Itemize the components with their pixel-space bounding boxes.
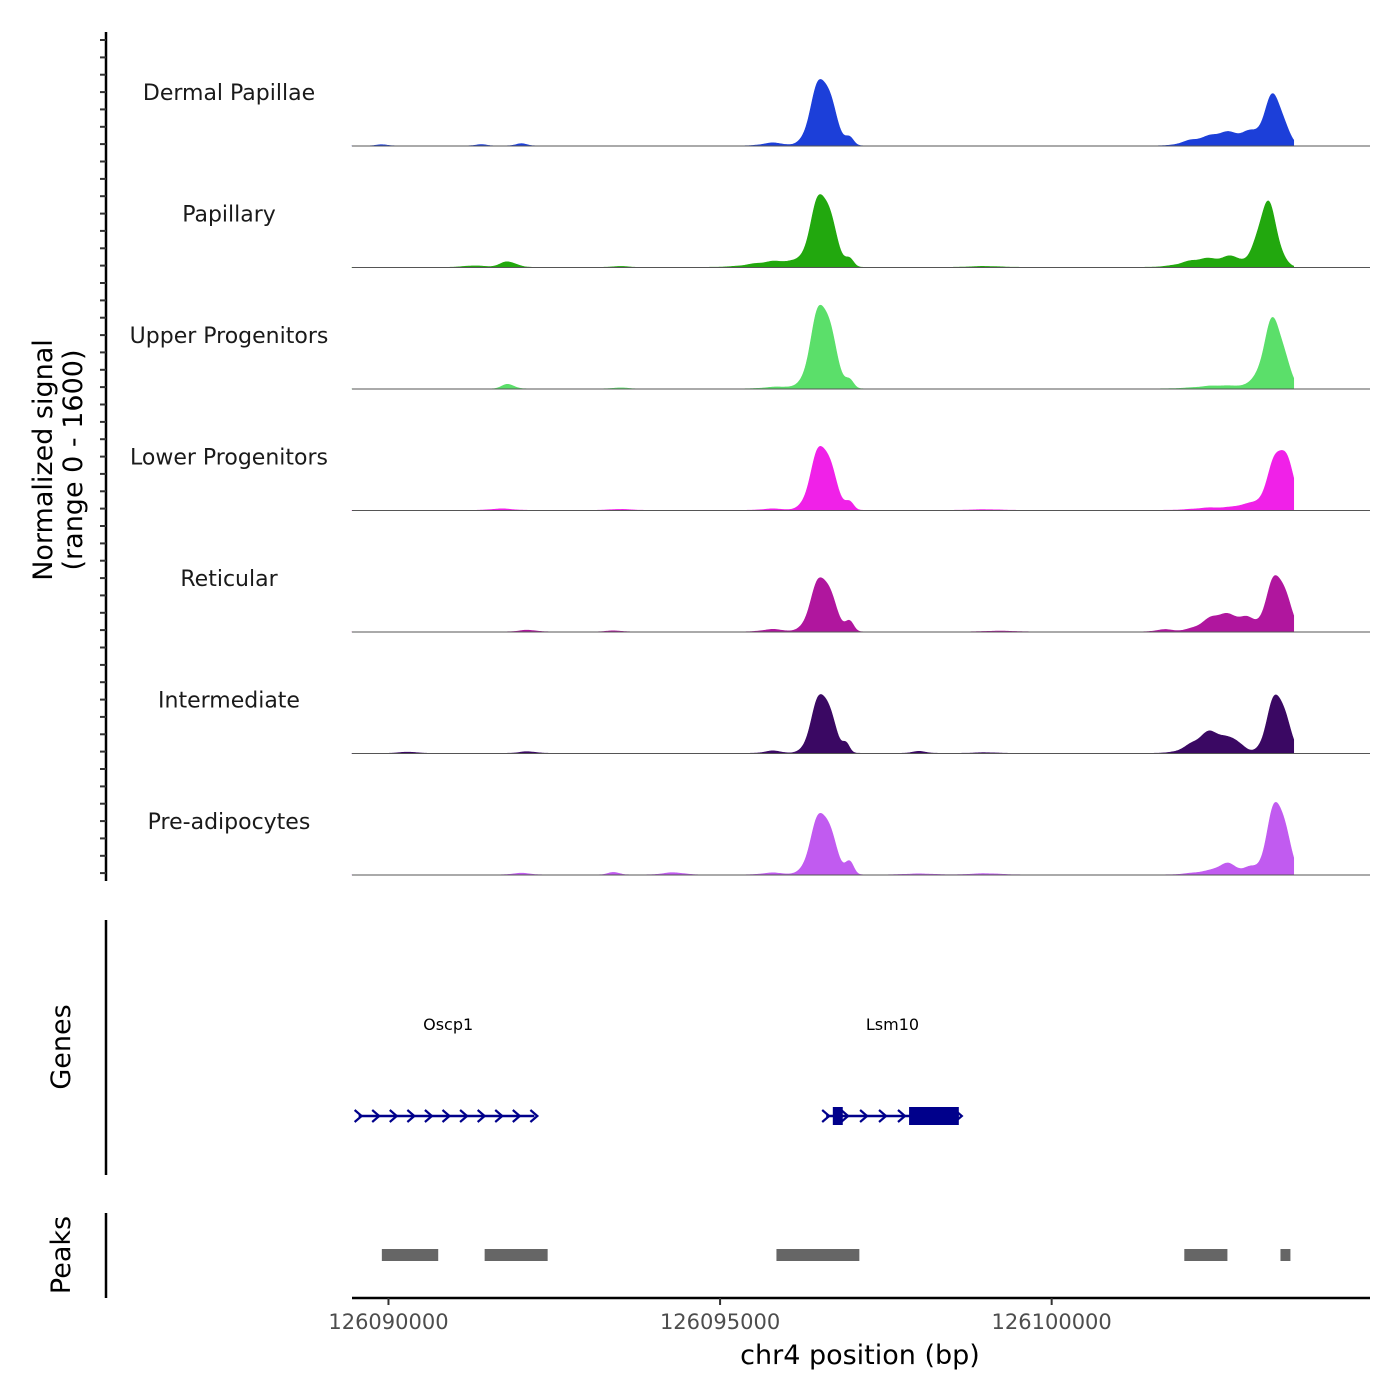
strand-arrow (441, 1109, 452, 1123)
strand-arrow (878, 1109, 888, 1123)
peaks-track-label: Peaks (46, 1216, 77, 1294)
gene-label: Oscp1 (423, 1015, 473, 1034)
track-papillary: Papillary (182, 194, 1370, 268)
coverage-signal (351, 801, 1295, 876)
strand-arrow (859, 1109, 869, 1123)
x-tick-label: 126095000 (660, 1310, 780, 1334)
strand-arrow (840, 1109, 850, 1123)
y-axis-title-line1: Normalized signal (28, 339, 59, 581)
strand-arrow (389, 1109, 399, 1123)
strand-arrow (476, 1109, 487, 1123)
strand-arrow (371, 1109, 381, 1123)
strand-arrow (353, 1109, 364, 1123)
coverage-tracks: Dermal Papillae Papillary Upper Progenitor… (130, 79, 1370, 876)
track-lower-progenitors: Lower Progenitors (130, 446, 1370, 511)
coverage-signal (351, 575, 1295, 633)
genes-track-label: Genes (46, 1004, 77, 1089)
gene-oscp1: Oscp1 (353, 1015, 540, 1123)
track-intermediate: Intermediate (158, 689, 1370, 754)
track-label: Papillary (182, 203, 276, 228)
strand-arrow (821, 1109, 831, 1123)
genes-track: Oscp1 Lsm10 (353, 1015, 964, 1125)
y-axis-title-line2: (range 0 - 1600) (58, 350, 89, 571)
peak-region (1280, 1249, 1291, 1261)
peaks-track (381, 1249, 1291, 1261)
x-axis-title: chr4 position (bp) (740, 1340, 980, 1371)
track-dermal-papillae: Dermal Papillae (143, 79, 1370, 147)
strand-arrow (529, 1109, 540, 1123)
y-axis-title: Normalized signal (range 0 - 1600) (28, 339, 89, 581)
x-tick-label: 126090000 (328, 1310, 448, 1334)
track-label: Dermal Papillae (143, 81, 315, 106)
peak-region (1184, 1249, 1228, 1261)
strand-arrow (512, 1109, 522, 1123)
peak-region (381, 1249, 439, 1261)
gene-lsm10: Lsm10 (821, 1015, 964, 1125)
track-upper-progenitors: Upper Progenitors (130, 304, 1370, 390)
coverage-signal (351, 694, 1295, 754)
x-axis-ticks: 126090000 126095000 126100000 (328, 1298, 1112, 1334)
strand-arrow (494, 1109, 504, 1123)
gene-exon (832, 1107, 843, 1125)
gene-label: Lsm10 (866, 1015, 919, 1034)
track-label: Lower Progenitors (130, 446, 328, 471)
strand-arrow (406, 1109, 417, 1123)
strand-arrow (459, 1109, 469, 1123)
coverage-signal (351, 79, 1295, 147)
x-tick-label: 126100000 (992, 1310, 1112, 1334)
strand-arrow (897, 1109, 907, 1123)
track-label: Upper Progenitors (130, 324, 329, 349)
coverage-signal (351, 446, 1295, 511)
track-reticular: Reticular (180, 567, 1370, 633)
track-pre-adipocytes: Pre-adipocytes (148, 801, 1370, 876)
track-label: Intermediate (158, 689, 300, 714)
coverage-y-axis-ticks (100, 39, 106, 875)
peak-region (776, 1249, 860, 1261)
coverage-signal (351, 304, 1295, 390)
track-label: Reticular (180, 567, 278, 592)
strand-arrow (424, 1109, 434, 1123)
coverage-signal (351, 194, 1295, 268)
gene-exon (909, 1107, 959, 1125)
track-label: Pre-adipocytes (148, 810, 311, 835)
peak-region (484, 1249, 548, 1261)
